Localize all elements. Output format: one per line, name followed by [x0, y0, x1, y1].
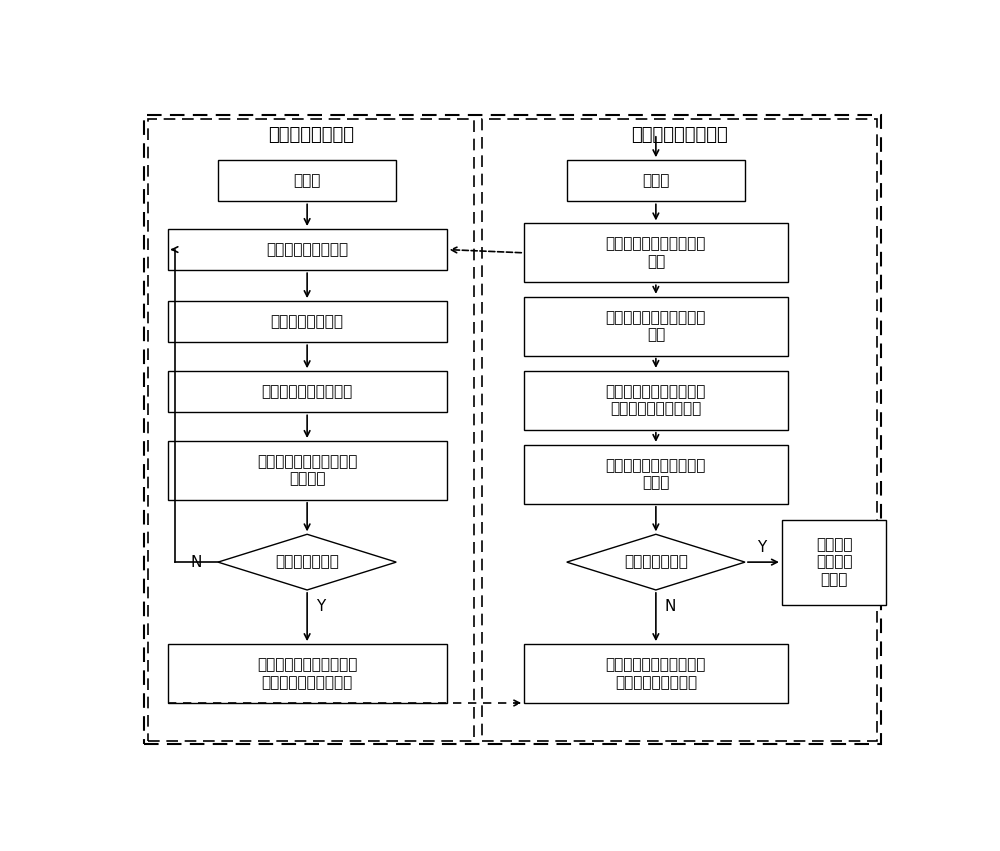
Text: 宏观材料布局优化: 宏观材料布局优化 — [268, 126, 354, 144]
FancyBboxPatch shape — [782, 519, 886, 605]
FancyBboxPatch shape — [168, 371, 447, 413]
FancyBboxPatch shape — [524, 223, 788, 283]
FancyBboxPatch shape — [524, 445, 788, 504]
Polygon shape — [218, 534, 396, 590]
FancyBboxPatch shape — [524, 644, 788, 703]
Text: 算法终止条件？: 算法终止条件？ — [275, 555, 339, 569]
Text: 细观微结构拓扑优化: 细观微结构拓扑优化 — [631, 126, 728, 144]
Text: Y: Y — [757, 540, 767, 555]
FancyBboxPatch shape — [168, 301, 447, 342]
Text: 更新水平集函数及优化目
标函数: 更新水平集函数及优化目 标函数 — [606, 458, 706, 490]
FancyBboxPatch shape — [168, 441, 447, 500]
Text: 计算宏观结构柔度: 计算宏观结构柔度 — [271, 314, 344, 329]
FancyBboxPatch shape — [218, 160, 396, 202]
Text: 优化准则法更新宏观结构
单元密度: 优化准则法更新宏观结构 单元密度 — [257, 454, 357, 487]
Text: 宏观结构有限元分析: 宏观结构有限元分析 — [266, 242, 348, 257]
Text: N: N — [664, 599, 676, 614]
FancyBboxPatch shape — [567, 160, 745, 202]
Text: N: N — [191, 555, 202, 569]
FancyBboxPatch shape — [168, 229, 447, 271]
Text: 输出细观
微结构最
优构型: 输出细观 微结构最 优构型 — [816, 537, 852, 587]
FancyBboxPatch shape — [524, 297, 788, 356]
Text: 初始化: 初始化 — [293, 174, 321, 188]
Text: 单胞等效弹性张量及刚度
矩阵: 单胞等效弹性张量及刚度 矩阵 — [606, 237, 706, 269]
Polygon shape — [567, 534, 745, 590]
FancyBboxPatch shape — [524, 371, 788, 430]
Text: 优化准则法并行更新各子
优化问题中的设计变量: 优化准则法并行更新各子 优化问题中的设计变量 — [606, 384, 706, 416]
Text: 宏观材料布局敏度分析: 宏观材料布局敏度分析 — [262, 385, 353, 399]
Text: Y: Y — [316, 599, 326, 614]
Text: 算法终止条件？: 算法终止条件？ — [624, 555, 688, 569]
Text: 初始化: 初始化 — [642, 174, 670, 188]
Text: 输出宏观材料最优布局结
果，输出有限元位移场: 输出宏观材料最优布局结 果，输出有限元位移场 — [257, 657, 357, 689]
Text: 细观微结构拓扑优化敏度
分析: 细观微结构拓扑优化敏度 分析 — [606, 310, 706, 342]
FancyBboxPatch shape — [168, 644, 447, 703]
Text: 调用宏观结构有限元平衡
条件更新宏观位移场: 调用宏观结构有限元平衡 条件更新宏观位移场 — [606, 657, 706, 689]
